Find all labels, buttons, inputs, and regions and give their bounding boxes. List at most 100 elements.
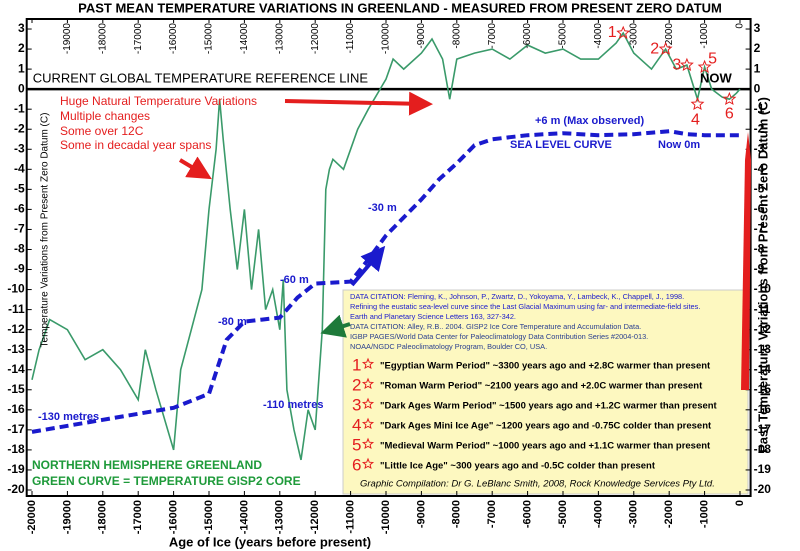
- x-tick-label-top: -4000: [593, 23, 604, 49]
- green-note: GREEN CURVE = TEMPERATURE GISP2 CORE: [32, 474, 301, 488]
- x-tick-label: -5000: [557, 500, 569, 528]
- x-tick-label-top: -14000: [239, 23, 250, 55]
- plot-area: [25, 18, 752, 497]
- y2-tick-label: -9: [754, 262, 765, 276]
- y2-tick-label: -10: [754, 282, 772, 296]
- now-label: NOW: [700, 71, 733, 86]
- y-tick-label: 3: [18, 21, 25, 35]
- star: [616, 25, 631, 39]
- credit: Graphic Compilation: Dr G. LeBlanc Smith…: [360, 479, 715, 490]
- x-tick-label: -1000: [698, 500, 710, 528]
- highlight-label: 3: [672, 56, 681, 73]
- y-tick-label: -20: [7, 482, 25, 496]
- y-tick-label: -11: [8, 302, 25, 316]
- label-bg: [28, 71, 349, 87]
- arrow: [350, 245, 386, 287]
- y-tick-label: -12: [7, 322, 25, 336]
- star: [361, 437, 375, 450]
- highlight-label: 4: [691, 111, 700, 128]
- period-number: 2: [352, 375, 361, 394]
- x-tick-label: -18000: [97, 500, 109, 534]
- y2-tick-label: -20: [754, 482, 772, 496]
- y2-tick-label: 0: [754, 81, 761, 95]
- x-tick-label-top: -17000: [133, 23, 144, 55]
- y-tick-label: -9: [14, 262, 25, 276]
- y-tick-label: -1: [14, 101, 25, 115]
- arrow: [320, 314, 351, 338]
- x-tick-label-top: -3000: [628, 23, 639, 49]
- x-tick-label: -7000: [486, 500, 498, 528]
- sea-level-line: [31, 129, 740, 434]
- y-tick-label: 1: [18, 61, 25, 75]
- x-tick-label-top: -5000: [558, 23, 569, 49]
- star: [697, 59, 712, 74]
- y-tick-label: -15: [7, 382, 25, 396]
- citation-box: [342, 289, 749, 495]
- y-tick-label: -10: [7, 282, 25, 296]
- y2-tick-label: -14: [754, 362, 772, 376]
- arrow: [741, 132, 751, 390]
- star: [690, 96, 705, 111]
- y2-tick-label: -19: [754, 462, 772, 476]
- star: [679, 57, 694, 72]
- sea-note: -60 m: [280, 274, 309, 286]
- citation: Refining the eustatic sea-level curve si…: [350, 302, 700, 311]
- y2-tick-label: -16: [754, 402, 772, 416]
- x-tick-label: -19000: [61, 500, 73, 534]
- sea-note: -80 m: [218, 316, 247, 328]
- y-axis-label: Temperature Variations from Present Zero…: [40, 113, 51, 348]
- y2-tick-label: -5: [754, 182, 765, 196]
- period-text: "Dark Ages Mini Ice Age" ~1200 years ago…: [380, 421, 712, 432]
- x-tick-label-top: 0: [735, 23, 746, 29]
- red-note: Multiple changes: [60, 109, 150, 123]
- x-tick-label: -16000: [168, 500, 180, 534]
- y-tick-label: -18: [7, 442, 25, 456]
- citation: Earth and Planetary Science Letters 163,…: [350, 312, 516, 321]
- y-tick-label: -3: [14, 141, 25, 155]
- period-text: "Egyptian Warm Period" ~3300 years ago a…: [380, 361, 711, 372]
- x-tick-label-top: -16000: [168, 23, 179, 55]
- y-tick-label: -19: [7, 462, 25, 476]
- star: [361, 417, 375, 430]
- period-text: "Medieval Warm Period" ~1000 years ago a…: [380, 441, 711, 452]
- y-tick-label: -16: [7, 402, 25, 416]
- y-tick-label: 2: [18, 41, 25, 55]
- star: [361, 457, 375, 470]
- y2-tick-label: 1: [754, 61, 761, 75]
- x-tick-label-top: -1000: [699, 23, 710, 49]
- sea-note: -130 metres: [38, 411, 99, 423]
- y2-tick-label: -3: [754, 141, 765, 155]
- y2-tick-label: -8: [754, 242, 765, 256]
- highlight-label: 5: [708, 50, 717, 67]
- star: [658, 41, 673, 55]
- y-tick-label: -2: [14, 121, 25, 135]
- highlight-label: 6: [725, 105, 734, 122]
- citation: IGBP PAGES/World Data Center for Paleocl…: [350, 332, 648, 341]
- x-tick-label: -11000: [345, 500, 357, 534]
- period-number: 1: [352, 355, 361, 374]
- y2-tick-label: -15: [754, 382, 772, 396]
- y2-tick-label: -13: [754, 342, 772, 356]
- x-tick-label-top: -13000: [274, 23, 285, 55]
- y2-tick-label: -2: [754, 121, 765, 135]
- x-tick-label-top: -9000: [416, 23, 427, 49]
- x-tick-label: -14000: [238, 500, 250, 534]
- sea-legend: SEA LEVEL CURVE: [510, 139, 612, 151]
- highlight-label: 2: [650, 40, 659, 57]
- y2-tick-label: -18: [754, 442, 772, 456]
- x-tick-label-top: -15000: [204, 23, 215, 55]
- period-text: "Little Ice Age" ~300 years ago and -0.5…: [380, 461, 656, 472]
- x-tick-label: -6000: [521, 500, 533, 528]
- temperature-line: [31, 31, 741, 461]
- y2-tick-label: -12: [754, 322, 772, 336]
- y2-tick-label: -17: [754, 422, 772, 436]
- x-tick-label-top: -11000: [345, 23, 356, 54]
- x-tick-label: -4000: [592, 500, 604, 528]
- y-tick-label: -13: [7, 342, 25, 356]
- x-tick-label-top: -19000: [62, 23, 73, 55]
- y-tick-label: -17: [7, 422, 25, 436]
- period-number: 3: [352, 395, 361, 414]
- x-tick-label: -3000: [628, 500, 640, 528]
- y-tick-label: -8: [14, 242, 25, 256]
- x-tick-label-top: -18000: [97, 23, 108, 55]
